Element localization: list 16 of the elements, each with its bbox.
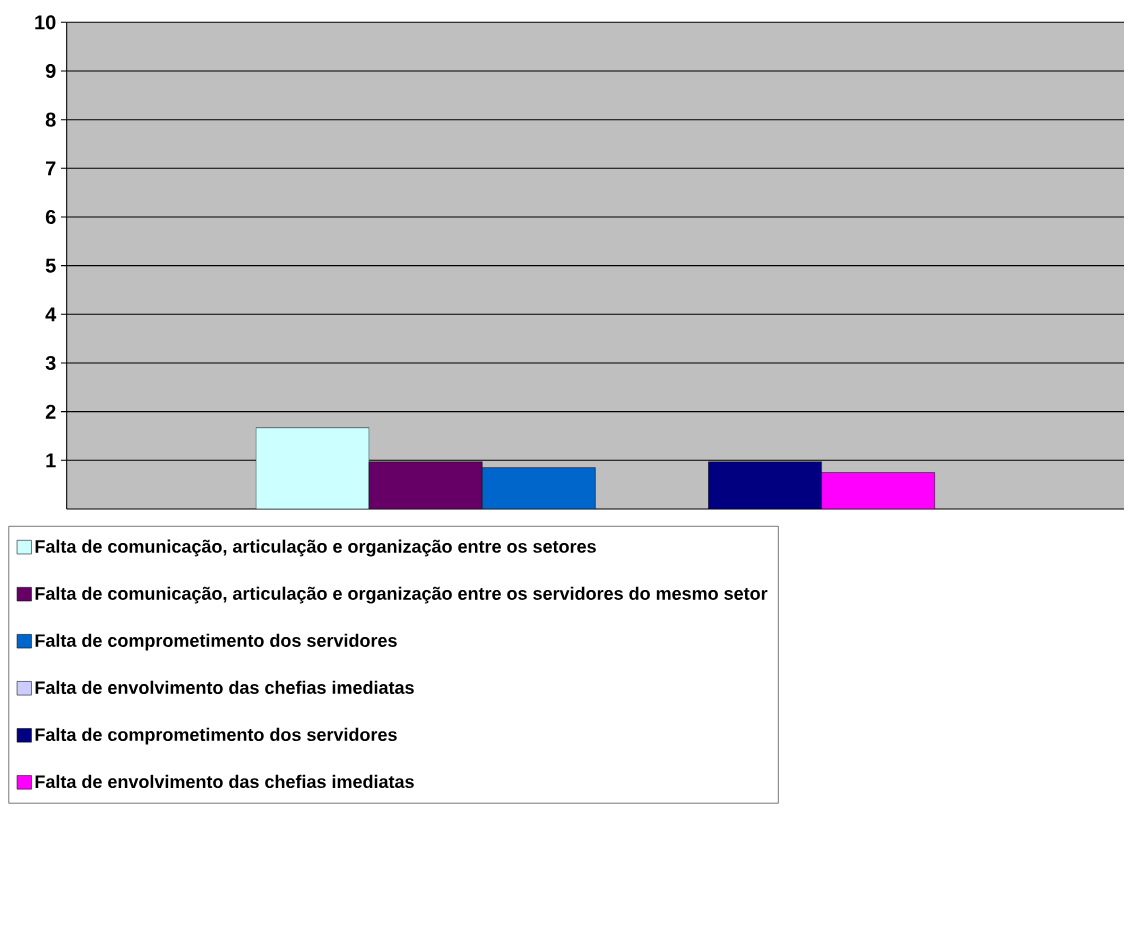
legend-label: Falta de comprometimento dos servidores — [35, 633, 397, 651]
y-tick-label: 10 — [35, 15, 56, 30]
legend-label: Falta de comprometimento dos servidores — [35, 727, 397, 745]
y-tick-label: 2 — [45, 404, 56, 419]
legend-label: Falta de envolvimento das chefias imediatas — [35, 774, 414, 789]
y-tick-label: 7 — [46, 161, 56, 176]
legend-label: Falta de comunicação, articulação e organização entre os setores — [35, 539, 596, 557]
y-tick-label: 6 — [45, 209, 56, 225]
y-tick-label: 8 — [45, 112, 56, 127]
y-tick-label: 9 — [45, 63, 56, 79]
legend-label: Falta de comunicação, articulação e organização entre os servidores do mesmo setor — [35, 586, 768, 604]
y-tick-label: 3 — [45, 355, 56, 371]
y-tick-label: 1 — [46, 453, 56, 468]
legend-label: Falta de envolvimento das chefias imediatas — [35, 680, 414, 694]
y-tick-label: 4 — [45, 307, 57, 322]
y-tick-label: 5 — [45, 258, 56, 273]
